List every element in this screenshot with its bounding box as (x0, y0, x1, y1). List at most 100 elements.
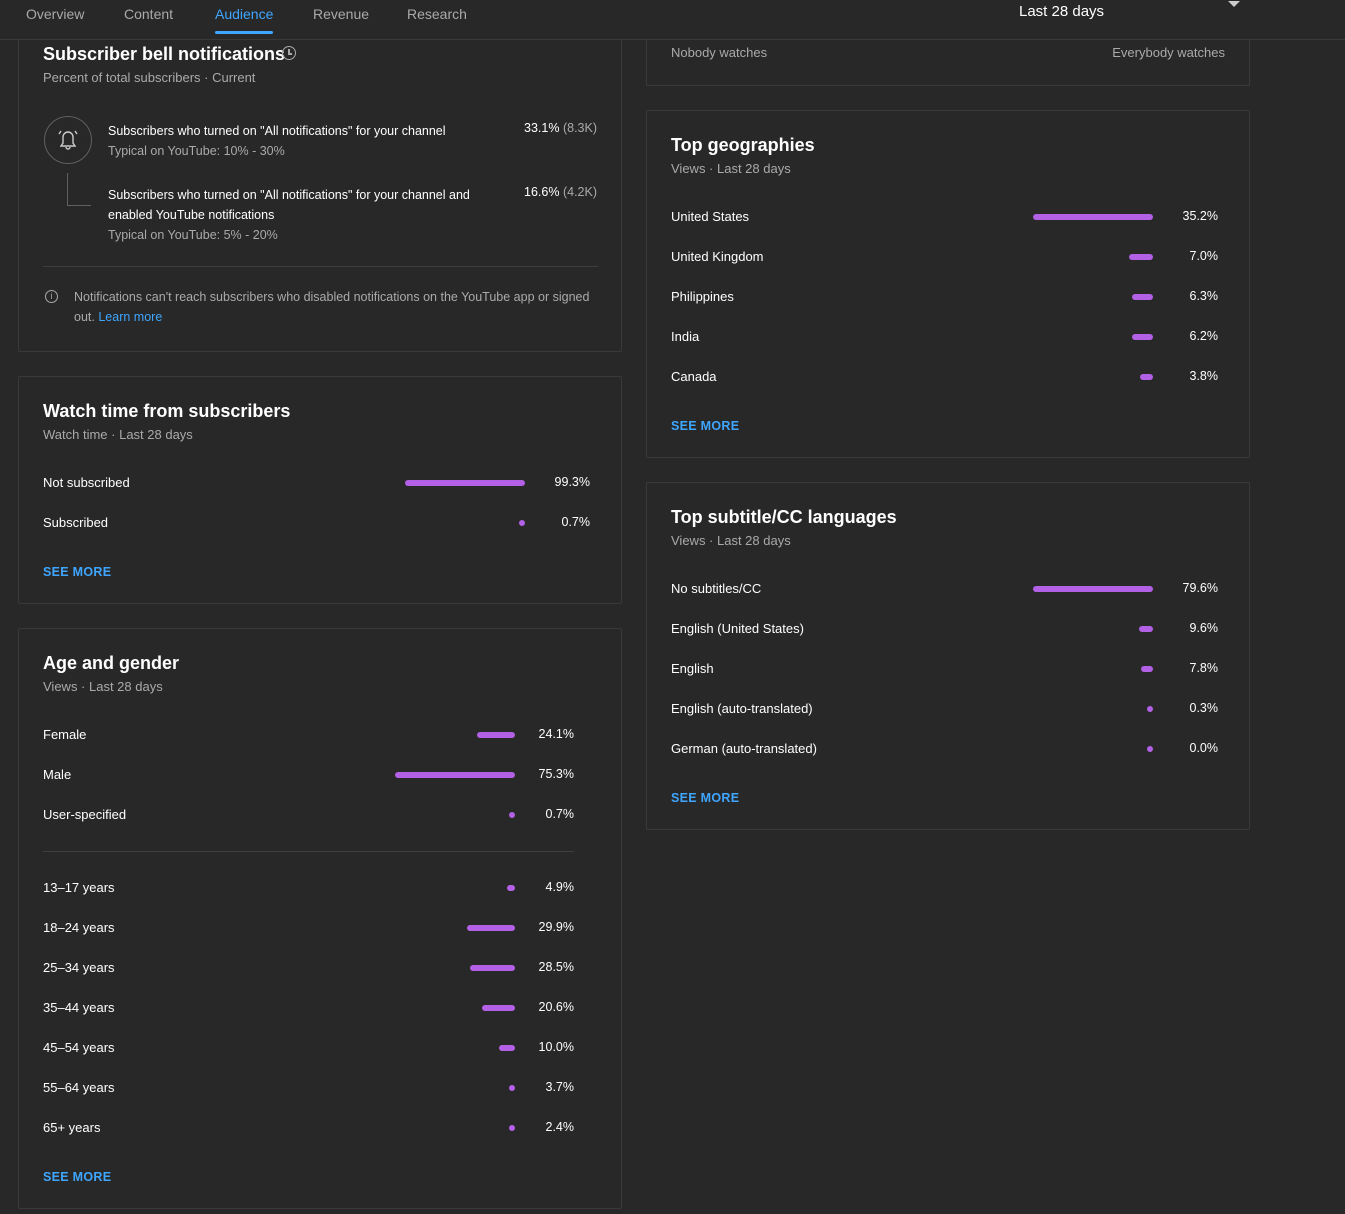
top-navigation: Overview Content Audience Revenue Resear… (0, 0, 1345, 40)
bell-row-2-pct: 16.6% (524, 185, 560, 199)
row-label: 55–64 years (43, 1080, 115, 1095)
row-value: 24.1% (538, 727, 574, 741)
bell-row-1-stat: 33.1% (8.3K) (524, 121, 597, 135)
tab-content[interactable]: Content (124, 6, 174, 22)
history-icon[interactable] (282, 46, 296, 60)
watch-time-subscribers-card: Watch time from subscribers Watch time ·… (18, 376, 622, 604)
percentage-bar (1131, 334, 1153, 340)
percentage-bar (1033, 214, 1153, 220)
card-subtitle: Views · Last 28 days (671, 161, 791, 176)
note-text: Notifications can't reach subscribers wh… (74, 290, 590, 324)
percentage-bar (1147, 746, 1153, 752)
percentage-bar (1138, 626, 1153, 632)
row-value: 0.0% (1189, 741, 1219, 755)
card-subtitle: Watch time · Last 28 days (43, 427, 193, 442)
row-label: German (auto-translated) (671, 741, 817, 756)
tab-revenue[interactable]: Revenue (313, 6, 370, 22)
bell-icon (44, 116, 92, 164)
row-value: 3.8% (1189, 369, 1219, 383)
row-value: 6.2% (1189, 329, 1219, 343)
row-label: 25–34 years (43, 960, 115, 975)
row-label: India (671, 329, 700, 344)
card-title: Age and gender (43, 653, 180, 673)
bell-row-1-pct: 33.1% (524, 121, 560, 135)
percentage-bar (509, 1085, 515, 1091)
tab-audience[interactable]: Audience (215, 6, 274, 34)
bell-row-1-count: (8.3K) (562, 121, 597, 135)
row-label: United States (671, 209, 750, 224)
period-selector[interactable]: Last 28 days (1019, 3, 1105, 20)
bell-row-1-typical: Typical on YouTube: 10% - 30% (108, 144, 285, 158)
scale-right-label: Everybody watches (1112, 45, 1225, 60)
bell-row-2: Subscribers who turned on "All notificat… (108, 185, 498, 245)
top-geographies-card: Top geographies Views · Last 28 days Uni… (646, 110, 1250, 458)
row-value: 0.7% (545, 807, 575, 821)
row-label: English (United States) (671, 621, 804, 636)
row-value: 7.0% (1189, 249, 1219, 263)
percentage-bar (1140, 374, 1153, 380)
row-label: User-specified (43, 807, 127, 822)
percentage-bar (469, 965, 515, 971)
tab-overview[interactable]: Overview (26, 6, 85, 22)
row-value: 79.6% (1182, 581, 1218, 595)
percentage-bar (476, 732, 515, 738)
percentage-bar (1033, 586, 1153, 592)
percentage-bar (1129, 254, 1153, 260)
percentage-bar (405, 480, 525, 486)
row-label: No subtitles/CC (671, 581, 762, 596)
row-value: 6.3% (1189, 289, 1219, 303)
see-more-button[interactable]: SEE MORE (671, 419, 740, 433)
row-value: 35.2% (1182, 209, 1218, 223)
row-label: 35–44 years (43, 1000, 115, 1015)
see-more-button[interactable]: SEE MORE (43, 1170, 112, 1184)
percentage-bar (482, 1005, 515, 1011)
row-label: 13–17 years (43, 880, 115, 895)
row-value: 4.9% (545, 880, 575, 894)
row-value: 99.3% (554, 475, 590, 489)
row-label: Female (43, 727, 87, 742)
card-title: Watch time from subscribers (43, 401, 291, 421)
percentage-bar (499, 1045, 515, 1051)
percentage-bar (1141, 666, 1153, 672)
card-subtitle: Percent of total subscribers · Current (43, 70, 256, 85)
percentage-bar (509, 1125, 515, 1131)
divider (43, 266, 598, 267)
percentage-bar (519, 520, 525, 526)
connector-line (67, 173, 91, 206)
info-icon: i (45, 290, 58, 303)
age-gender-card: Age and gender Views · Last 28 days Fema… (18, 628, 622, 1209)
row-value: 7.8% (1189, 661, 1219, 675)
bell-notifications-card: Subscriber bell notifications Percent of… (18, 30, 622, 352)
see-more-button[interactable]: SEE MORE (671, 791, 740, 805)
row-label: Not subscribed (43, 475, 130, 490)
notification-note: Notifications can't reach subscribers wh… (74, 287, 594, 327)
learn-more-link[interactable]: Learn more (98, 310, 163, 324)
bell-row-2-text: Subscribers who turned on "All notificat… (108, 188, 470, 222)
card-subtitle: Views · Last 28 days (671, 533, 791, 548)
card-title: Top subtitle/CC languages (671, 507, 897, 527)
divider (43, 851, 574, 852)
card-title: Top geographies (671, 135, 815, 155)
row-label: 45–54 years (43, 1040, 115, 1055)
percentage-bar (467, 925, 515, 931)
chevron-down-icon[interactable] (1228, 1, 1240, 7)
row-value: 10.0% (538, 1040, 574, 1054)
row-value: 0.3% (1189, 701, 1219, 715)
tab-research[interactable]: Research (407, 6, 467, 22)
card-subtitle: Views · Last 28 days (43, 679, 163, 694)
see-more-button[interactable]: SEE MORE (43, 565, 112, 579)
row-label: Male (43, 767, 72, 782)
top-subtitle-languages-card: Top subtitle/CC languages Views · Last 2… (646, 482, 1250, 830)
bell-row-1-text: Subscribers who turned on "All notificat… (108, 124, 446, 138)
row-label: Subscribed (43, 515, 109, 530)
row-label: United Kingdom (671, 249, 764, 264)
card-title: Subscriber bell notifications (43, 44, 286, 64)
bell-row-2-typical: Typical on YouTube: 5% - 20% (108, 228, 278, 242)
row-value: 0.7% (561, 515, 591, 529)
row-value: 29.9% (538, 920, 574, 934)
row-value: 3.7% (545, 1080, 575, 1094)
row-value: 2.4% (545, 1120, 575, 1134)
percentage-bar (507, 885, 515, 891)
row-label: Canada (671, 369, 717, 384)
row-value: 20.6% (538, 1000, 574, 1014)
